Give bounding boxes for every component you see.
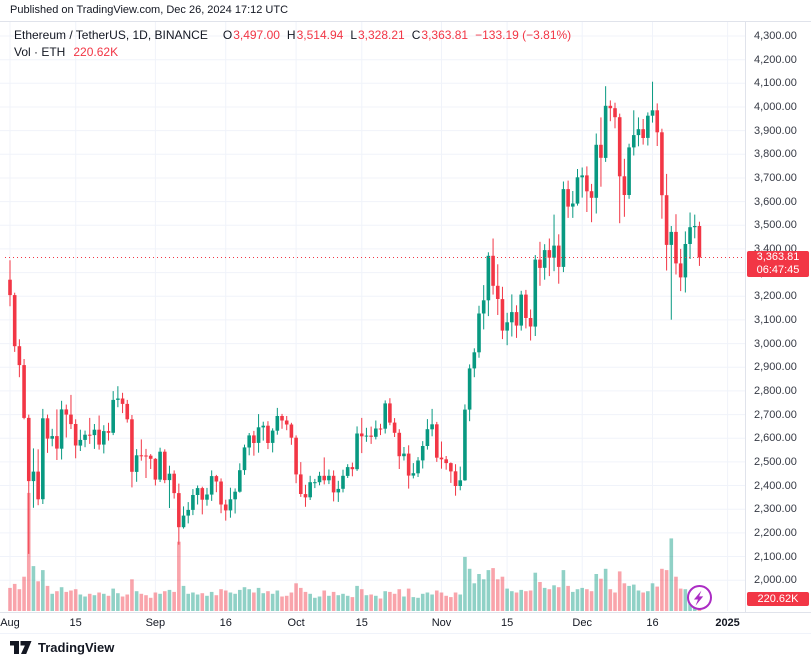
price-tick-label: 2,800.00 (754, 384, 797, 397)
price-tick-label: 4,200.00 (754, 53, 797, 66)
time-tick-label: 16 (219, 617, 232, 629)
published-text: Published on TradingView.com, Dec 26, 20… (10, 4, 289, 16)
change-value: −133.19 (−3.81%) (475, 28, 572, 42)
price-tick-label: 4,000.00 (754, 100, 797, 113)
price-tick-label: 3,200.00 (754, 290, 797, 303)
price-tick-label: 3,600.00 (754, 195, 797, 208)
price-tick-label: 2,100.00 (754, 550, 797, 563)
price-tick-label: 2,000.00 (754, 574, 797, 587)
symbol-title[interactable]: Ethereum / TetherUS, 1D, BINANCE (14, 28, 208, 42)
price-tick-label: 2,500.00 (754, 455, 797, 468)
footer: TradingView (0, 633, 811, 660)
tradingview-logo-icon (10, 641, 32, 654)
close-label: C (411, 28, 421, 42)
time-tick-label: 15 (501, 617, 514, 629)
published-bar: Published on TradingView.com, Dec 26, 20… (0, 0, 811, 22)
price-tick-label: 2,600.00 (754, 432, 797, 445)
time-tick-label: 15 (355, 617, 368, 629)
time-tick-label: 2025 (715, 617, 740, 629)
time-tick-label: Dec (572, 617, 592, 629)
flash-action-button[interactable] (686, 584, 713, 611)
last-price-badge: 3,363.81 06:47:45 (747, 251, 809, 277)
price-tick-label: 4,100.00 (754, 77, 797, 90)
open-label: O (222, 28, 233, 42)
price-tick-label: 3,100.00 (754, 313, 797, 326)
open-value: 3,497.00 (233, 28, 280, 42)
price-tick-label: 2,400.00 (754, 479, 797, 492)
bar-countdown: 06:47:45 (756, 264, 800, 276)
low-label: L (350, 28, 357, 42)
price-tick-label: 2,900.00 (754, 361, 797, 374)
price-tick-label: 3,000.00 (754, 337, 797, 350)
time-tick-label: Sep (145, 617, 166, 629)
price-tick-label: 3,900.00 (754, 124, 797, 137)
tradingview-brand-link[interactable]: TradingView (10, 640, 114, 655)
price-tick-label: 3,500.00 (754, 219, 797, 232)
time-tick-label: Nov (431, 617, 452, 629)
price-tick-label: 3,800.00 (754, 148, 797, 161)
price-tick-label: 3,700.00 (754, 171, 797, 184)
volume-study-label[interactable]: Vol · ETH (14, 45, 66, 59)
time-axis[interactable]: Aug 15 Sep 16 Oct 15 Nov 15 Dec 16 2025 (0, 612, 811, 633)
price-tick-label: 2,300.00 (754, 503, 797, 516)
time-tick-label: Aug (0, 617, 20, 629)
volume-badge: 220.62K (747, 592, 809, 606)
lightning-bolt-icon (687, 585, 712, 610)
high-value: 3,514.94 (296, 28, 344, 42)
price-axis[interactable]: 3,363.81 06:47:45 220.62K 4,300.00 4,200.… (745, 22, 811, 632)
chart-legend: Ethereum / TetherUS, 1D, BINANCE O3,497.0… (14, 27, 571, 60)
low-value: 3,328.21 (358, 28, 405, 42)
price-tick-label: 4,300.00 (754, 30, 797, 42)
brand-name: TradingView (38, 640, 115, 655)
last-price-value: 3,363.81 (756, 251, 800, 263)
price-tick-label: 2,700.00 (754, 408, 797, 421)
time-tick-label: 15 (69, 617, 82, 629)
time-tick-label: Oct (287, 617, 305, 629)
price-tick-label: 2,200.00 (754, 526, 797, 539)
volume-study-value: 220.62K (73, 45, 119, 59)
time-tick-label: 16 (646, 617, 659, 629)
close-value: 3,363.81 (421, 28, 469, 42)
high-label: H (286, 28, 296, 42)
